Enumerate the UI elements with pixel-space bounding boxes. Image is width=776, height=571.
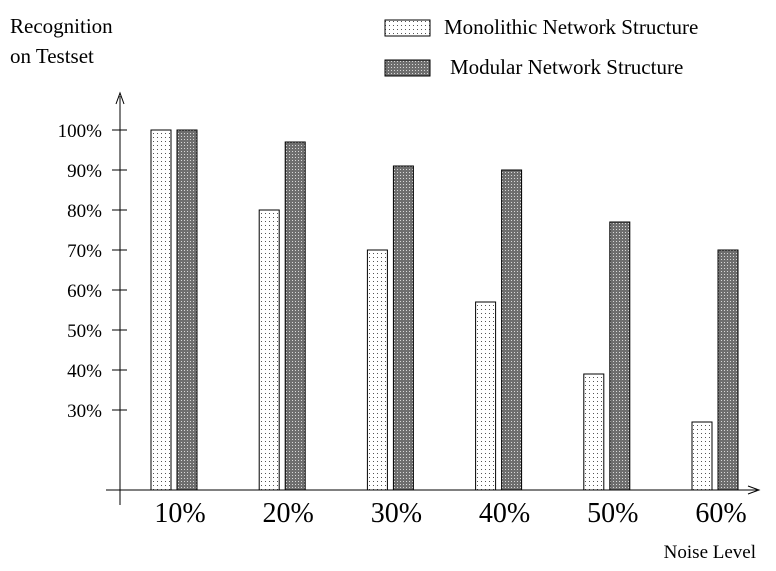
bar-modular-3 xyxy=(392,165,414,491)
xlabel: Noise Level xyxy=(664,542,756,563)
ylabel-line-1: Recognition xyxy=(10,14,113,38)
y-tick-label: 100% xyxy=(58,121,103,142)
bars xyxy=(150,129,739,491)
y-ticks: 30% 40% 50% 60% 70% 80% 90% 100% xyxy=(58,121,127,422)
bar-modular-5 xyxy=(609,221,631,491)
bar-modular-1 xyxy=(176,129,198,491)
axes xyxy=(106,91,761,505)
bar-monolithic-1 xyxy=(150,129,172,491)
legend-label-modular: Modular Network Structure xyxy=(450,55,683,79)
bar-monolithic-2 xyxy=(258,209,280,491)
y-tick-label: 50% xyxy=(67,321,102,342)
legend-swatch-modular xyxy=(384,59,431,77)
y-tick-label: 30% xyxy=(67,401,102,422)
ylabel-line-2: on Testset xyxy=(10,44,94,68)
legend-label-monolithic: Monolithic Network Structure xyxy=(444,15,698,39)
x-tick-label: 30% xyxy=(371,498,422,529)
bar-monolithic-4 xyxy=(475,301,497,491)
bar-modular-6 xyxy=(717,249,739,491)
y-tick-label: 80% xyxy=(67,201,102,222)
x-tick-label: 20% xyxy=(263,498,314,529)
x-ticks: 10% 20% 30% 40% 50% 60% xyxy=(154,498,746,529)
y-tick-label: 70% xyxy=(67,241,102,262)
bar-modular-4 xyxy=(501,169,523,491)
legend: Monolithic Network Structure Modular Net… xyxy=(384,15,698,79)
y-tick-label: 40% xyxy=(67,361,102,382)
y-axis-arrow xyxy=(115,91,125,105)
x-tick-label: 10% xyxy=(154,498,205,529)
y-tick-label: 60% xyxy=(67,281,102,302)
x-tick-label: 60% xyxy=(695,498,746,529)
bar-monolithic-3 xyxy=(366,249,388,491)
x-tick-label: 50% xyxy=(587,498,638,529)
x-tick-label: 40% xyxy=(479,498,530,529)
bar-monolithic-5 xyxy=(583,373,605,491)
x-axis-arrow xyxy=(747,485,761,495)
legend-swatch-monolithic xyxy=(384,19,431,37)
ylabel: Recognition on Testset xyxy=(10,14,113,68)
y-tick-label: 90% xyxy=(67,161,102,182)
bar-monolithic-6 xyxy=(691,421,713,491)
bar-modular-2 xyxy=(284,141,306,491)
